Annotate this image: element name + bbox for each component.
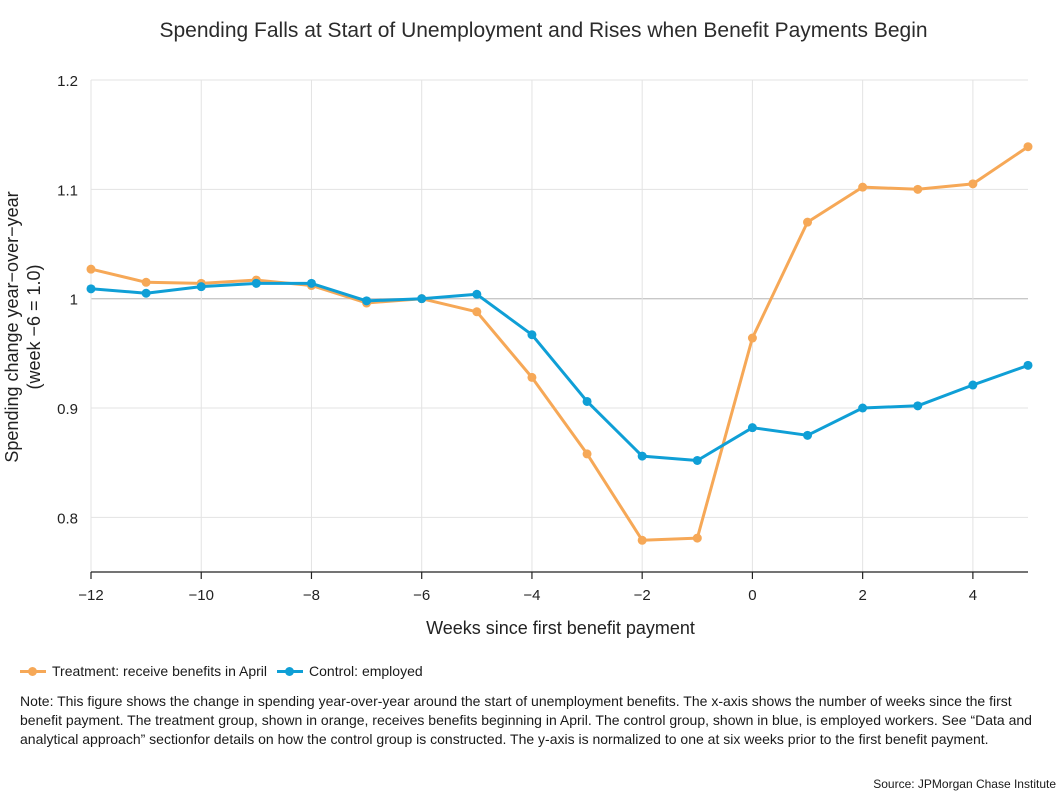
- legend-item-control: Control: employed: [277, 663, 423, 679]
- data-point-control: [1023, 360, 1033, 370]
- data-point-treatment: [968, 179, 978, 189]
- legend-swatch-control: [277, 664, 304, 678]
- data-point-control: [141, 288, 151, 298]
- data-point-treatment: [527, 372, 537, 382]
- chart-title: Spending Falls at Start of Unemployment …: [159, 19, 928, 42]
- data-point-control: [417, 294, 427, 304]
- legend-label-treatment: Treatment: receive benefits in April: [52, 663, 268, 679]
- series-line-control: [90, 281, 1029, 462]
- y-tick-label: 1: [70, 292, 78, 309]
- data-point-control: [692, 455, 702, 465]
- data-point-treatment: [803, 217, 813, 227]
- x-tick-label: −8: [303, 587, 320, 604]
- x-axis-label: Weeks since first benefit payment: [426, 618, 695, 638]
- data-point-treatment: [692, 533, 702, 543]
- x-tick-label: −6: [413, 587, 430, 604]
- x-tick-label: −10: [189, 587, 214, 604]
- legend-dot-treatment: [28, 667, 37, 676]
- data-point-control: [527, 330, 537, 340]
- data-point-control: [306, 278, 316, 288]
- x-tick-label: 0: [748, 587, 756, 604]
- data-point-treatment: [1023, 142, 1033, 152]
- legend-dot-control: [285, 667, 295, 676]
- data-point-control: [472, 289, 482, 299]
- data-point-treatment: [747, 333, 757, 343]
- legend-item-treatment: Treatment: receive benefits in April: [20, 663, 267, 679]
- data-point-control: [362, 296, 372, 306]
- data-point-control: [86, 284, 96, 294]
- data-point-treatment: [913, 184, 923, 194]
- legend-swatch-treatment: [20, 664, 46, 678]
- x-tick-label: −4: [523, 587, 540, 604]
- data-point-control: [196, 282, 206, 292]
- chart-note: Note: This figure shows the change in sp…: [20, 693, 1032, 747]
- x-tick-label: 4: [969, 587, 977, 604]
- y-tick-label: 0.8: [57, 510, 78, 527]
- data-point-control: [747, 423, 757, 433]
- data-point-control: [251, 278, 261, 288]
- y-axis-label-line2: (week −6 = 1.0): [24, 264, 44, 389]
- series-line-treatment: [90, 145, 1029, 542]
- legend: Treatment: receive benefits in April Con…: [20, 661, 433, 681]
- data-point-control: [582, 396, 592, 406]
- data-point-treatment: [86, 264, 96, 274]
- y-tick-label: 1.1: [57, 182, 78, 199]
- data-point-treatment: [141, 277, 151, 287]
- line-chart: 0.8 0.9 1 1.1 1.2 −12 −10 −8 −6 −4 −2 0 2 4 Weeks sinc…: [2, 73, 1033, 638]
- x-tick-label: −12: [78, 587, 103, 604]
- data-point-control: [968, 380, 978, 390]
- data-point-control: [858, 403, 868, 413]
- data-point-treatment: [858, 182, 868, 192]
- x-tick-label: 2: [858, 587, 866, 604]
- data-point-treatment: [472, 307, 482, 317]
- data-point-treatment: [637, 535, 647, 545]
- data-point-treatment: [582, 449, 592, 459]
- data-point-control: [637, 451, 647, 461]
- y-axis-label-line1: Spending change year−over−year: [2, 191, 22, 462]
- x-tick-label: −2: [634, 587, 651, 604]
- y-tick-label: 1.2: [57, 73, 78, 90]
- source-credit: Source: JPMorgan Chase Institute: [873, 777, 1056, 791]
- data-point-control: [913, 401, 923, 411]
- data-point-control: [803, 430, 813, 440]
- legend-label-control: Control: employed: [309, 663, 423, 679]
- y-tick-label: 0.9: [57, 401, 78, 418]
